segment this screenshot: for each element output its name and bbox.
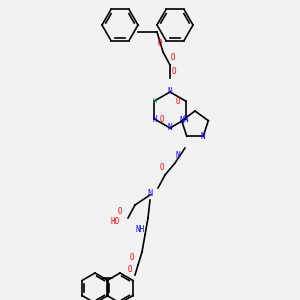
Text: N: N — [201, 132, 206, 141]
Text: N: N — [168, 88, 172, 97]
Text: N: N — [176, 151, 180, 160]
Text: HO: HO — [110, 218, 120, 226]
Text: N: N — [168, 124, 172, 133]
Text: N: N — [179, 116, 184, 125]
Text: O: O — [160, 164, 164, 172]
Text: N: N — [152, 115, 157, 124]
Text: NH: NH — [135, 226, 145, 235]
Text: H: H — [152, 98, 157, 104]
Text: O: O — [175, 97, 180, 106]
Text: O: O — [171, 53, 175, 62]
Text: O: O — [172, 68, 176, 76]
Text: O: O — [158, 40, 162, 49]
Text: O: O — [160, 115, 165, 124]
Text: O: O — [118, 208, 122, 217]
Text: N: N — [183, 115, 188, 124]
Text: N: N — [148, 188, 152, 197]
Text: O: O — [128, 266, 132, 274]
Text: O: O — [130, 254, 134, 262]
